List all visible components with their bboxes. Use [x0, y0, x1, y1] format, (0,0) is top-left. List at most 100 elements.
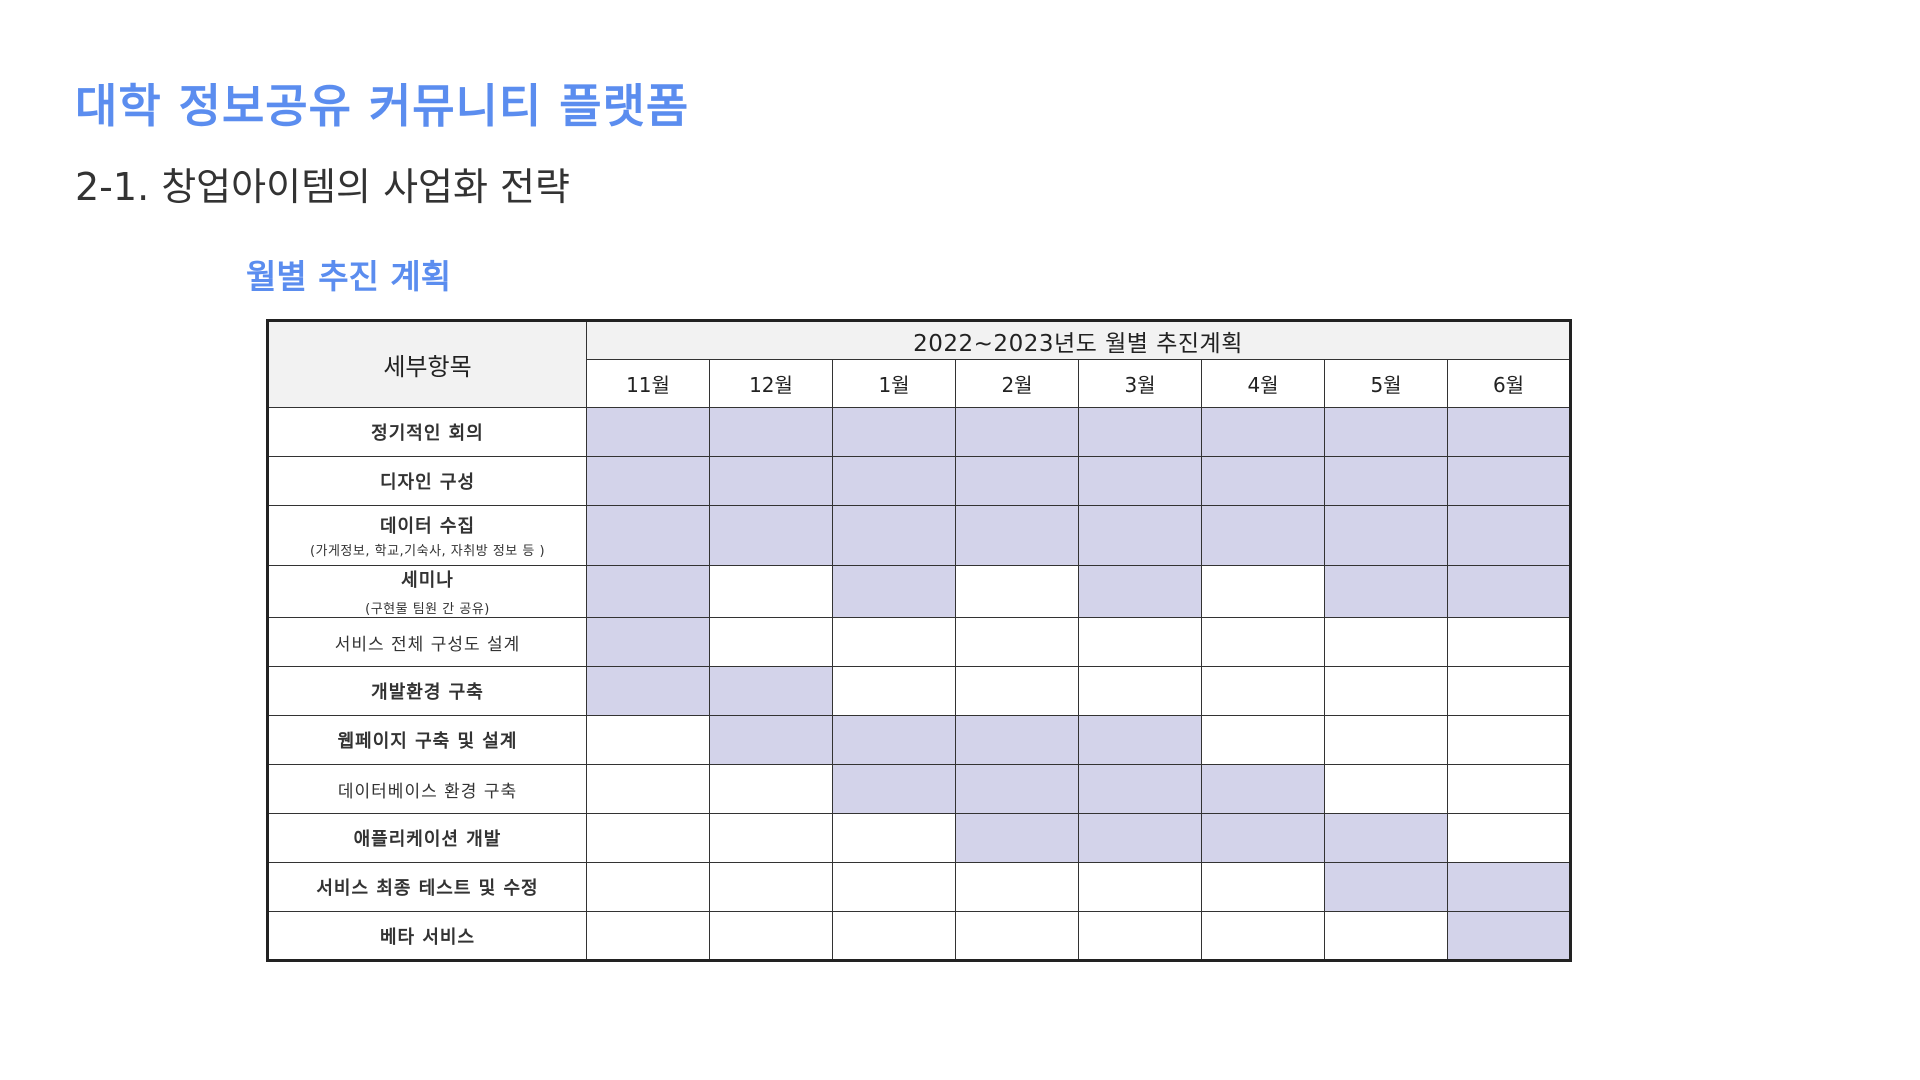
- schedule-cell-empty: [586, 862, 710, 912]
- section-heading: 월별 추진 계획: [246, 257, 452, 296]
- row-label: 서비스 전체 구성도 설계: [267, 617, 587, 667]
- schedule-cell-empty: [1078, 666, 1202, 716]
- schedule-cell-active: [1201, 505, 1325, 566]
- row-label: 세미나 (구현물 팀원 간 공유): [267, 565, 587, 618]
- schedule-cell-empty: [586, 715, 710, 765]
- table-row: 베타 서비스: [267, 911, 1571, 961]
- schedule-cell-empty: [1201, 565, 1325, 618]
- row-label-text: 데이터베이스 환경 구축: [337, 781, 518, 802]
- schedule-cell-active: [955, 764, 1079, 814]
- schedule-cell-active: [709, 666, 833, 716]
- schedule-cell-active: [709, 505, 833, 566]
- month-header: 12월: [709, 359, 833, 408]
- schedule-cell-empty: [1324, 666, 1448, 716]
- month-header: 3월: [1078, 359, 1202, 408]
- schedule-cell-empty: [1201, 911, 1325, 961]
- schedule-cell-active: [1078, 764, 1202, 814]
- schedule-cell-empty: [586, 813, 710, 863]
- schedule-cell-empty: [955, 565, 1079, 618]
- schedule-cell-empty: [586, 764, 710, 814]
- schedule-cell-active: [1447, 565, 1571, 618]
- corner-header: 세부항목: [267, 320, 587, 408]
- row-label-text: 서비스 전체 구성도 설계: [334, 634, 521, 655]
- row-label-text: 애플리케이션 개발: [353, 829, 502, 850]
- schedule-cell-active: [955, 456, 1079, 506]
- schedule-cell-active: [832, 764, 956, 814]
- row-label: 서비스 최종 테스트 및 수정: [267, 862, 587, 912]
- schedule-cell-active: [586, 617, 710, 667]
- schedule-cell-active: [1078, 813, 1202, 863]
- schedule-cell-active: [1447, 862, 1571, 912]
- row-label-text: 정기적인 회의: [371, 423, 484, 444]
- row-label: 디자인 구성: [267, 456, 587, 506]
- schedule-cell-active: [832, 715, 956, 765]
- schedule-cell-empty: [709, 617, 833, 667]
- schedule-cell-empty: [955, 911, 1079, 961]
- row-label-text: 베타 서비스: [379, 926, 476, 948]
- schedule-cell-active: [586, 456, 710, 506]
- schedule-cell-empty: [955, 666, 1079, 716]
- schedule-cell-active: [709, 456, 833, 506]
- page-subtitle: 2-1. 창업아이템의 사업화 전략: [75, 165, 570, 209]
- schedule-cell-empty: [832, 666, 956, 716]
- table-row: 서비스 전체 구성도 설계: [267, 617, 1571, 667]
- schedule-cell-active: [1078, 407, 1202, 457]
- table-row: 디자인 구성: [267, 456, 1571, 506]
- schedule-cell-active: [1078, 565, 1202, 618]
- schedule-cell-active: [1447, 407, 1571, 457]
- table-row: 세미나 (구현물 팀원 간 공유): [267, 565, 1571, 618]
- schedule-cell-empty: [955, 617, 1079, 667]
- row-label: 개발환경 구축: [267, 666, 587, 716]
- schedule-cell-active: [1201, 407, 1325, 457]
- schedule-cell-empty: [1447, 715, 1571, 765]
- schedule-cell-empty: [1201, 617, 1325, 667]
- table-row: 데이터베이스 환경 구축: [267, 764, 1571, 814]
- schedule-cell-active: [1324, 456, 1448, 506]
- row-label-text: 데이터 수집: [379, 516, 476, 537]
- table-row: 웹페이지 구축 및 설계: [267, 715, 1571, 765]
- month-header: 2월: [955, 359, 1079, 408]
- schedule-cell-empty: [1447, 813, 1571, 863]
- schedule-cell-active: [586, 505, 710, 566]
- schedule-cell-empty: [832, 813, 956, 863]
- schedule-table: 세부항목 2022~2023년도 월별 추진계획 11월 12월 1월 2월 3…: [266, 319, 1572, 962]
- schedule-cell-active: [955, 813, 1079, 863]
- schedule-cell-active: [955, 505, 1079, 566]
- row-label: 애플리케이션 개발: [267, 813, 587, 863]
- schedule-cell-empty: [709, 565, 833, 618]
- month-header: 5월: [1324, 359, 1448, 408]
- schedule-cell-active: [1201, 813, 1325, 863]
- schedule-cell-empty: [1324, 617, 1448, 667]
- schedule-cell-empty: [1324, 715, 1448, 765]
- schedule-cell-active: [1324, 505, 1448, 566]
- period-header: 2022~2023년도 월별 추진계획: [586, 320, 1571, 360]
- month-header-row: 11월 12월 1월 2월 3월 4월 5월 6월: [268, 359, 1571, 408]
- schedule-cell-active: [955, 715, 1079, 765]
- row-sublabel-text: (가게정보, 학교,기숙사, 자취방 정보 등 ): [309, 544, 546, 559]
- schedule-cell-empty: [1201, 715, 1325, 765]
- row-sublabel-text: (구현물 팀원 간 공유): [365, 602, 490, 617]
- schedule-cell-empty: [1078, 617, 1202, 667]
- schedule-cell-empty: [1078, 862, 1202, 912]
- schedule-cell-active: [1324, 862, 1448, 912]
- schedule-cell-active: [709, 407, 833, 457]
- row-label: 데이터 수집 (가게정보, 학교,기숙사, 자취방 정보 등 ): [267, 505, 587, 566]
- schedule-cell-active: [1447, 505, 1571, 566]
- month-header: 1월: [832, 359, 956, 408]
- schedule-cell-active: [832, 505, 956, 566]
- schedule-cell-active: [832, 456, 956, 506]
- table-row: 개발환경 구축: [267, 666, 1571, 716]
- row-label-text: 개발환경 구축: [371, 682, 484, 703]
- schedule-cell-active: [586, 407, 710, 457]
- table-row: 서비스 최종 테스트 및 수정: [267, 862, 1571, 912]
- row-label: 베타 서비스: [267, 911, 587, 961]
- schedule-cell-active: [1447, 911, 1571, 961]
- schedule-cell-empty: [1447, 764, 1571, 814]
- schedule-cell-empty: [1078, 911, 1202, 961]
- schedule-cell-empty: [1447, 617, 1571, 667]
- schedule-cell-active: [1201, 764, 1325, 814]
- schedule-cell-empty: [709, 862, 833, 912]
- schedule-cell-active: [832, 565, 956, 618]
- schedule-cell-empty: [709, 764, 833, 814]
